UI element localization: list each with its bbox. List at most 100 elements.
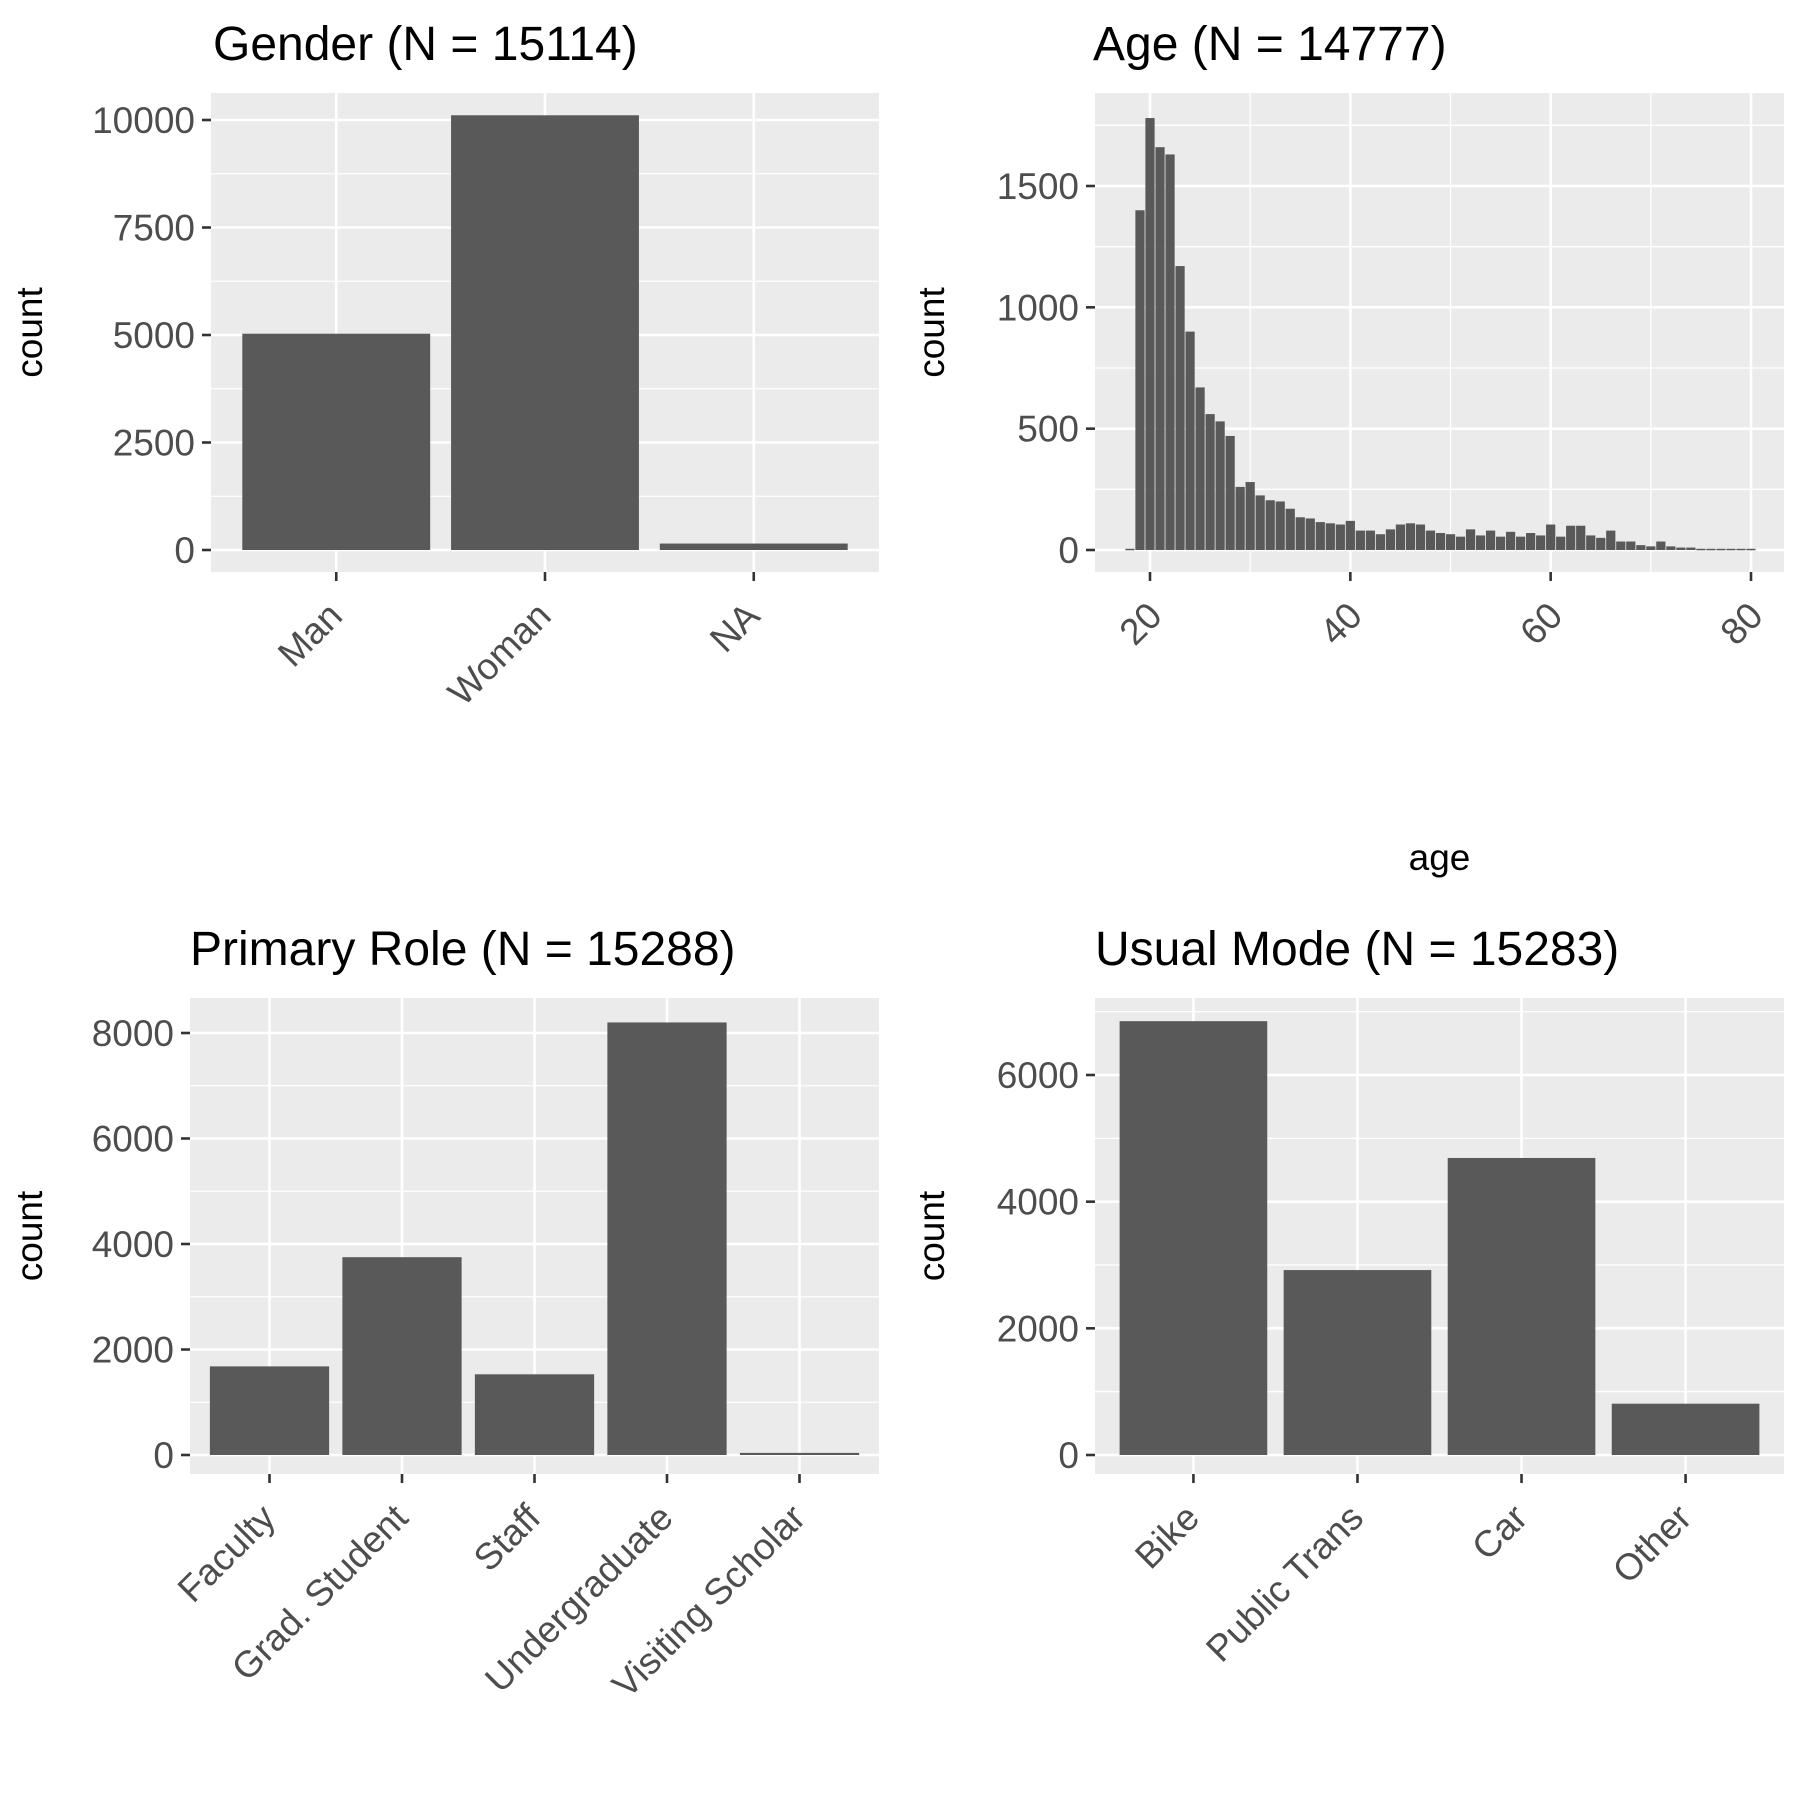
panel-gender: 0 2500 5000 7500 10000 Man Woman NA Gender (N = … [9,18,879,713]
bar-age-67 [1616,541,1626,550]
bar-age-77 [1716,548,1726,551]
y-tick-label: 0 [174,530,195,571]
bar-age-57 [1516,536,1526,550]
y-tick-label: 8000 [92,1013,174,1054]
bar-age-73 [1676,547,1686,550]
panel-age: 0 500 1000 1500 20 40 60 80 Age (N = 14777) count… [911,18,1784,878]
bar-woman [451,115,639,551]
bar-age-50 [1445,534,1456,550]
bar-age-23 [1175,266,1185,550]
bar-age-41 [1355,530,1365,550]
bar-faculty [209,1366,330,1455]
bar-age-65 [1596,537,1606,550]
bar-age-21 [1155,147,1165,550]
y-axis-label: count [9,1190,50,1281]
bar-age-80 [1746,548,1756,551]
bar-age-31 [1255,495,1265,550]
bar-age-78 [1726,548,1736,551]
bar-age-19 [1135,210,1145,550]
bar-age-44 [1385,529,1396,550]
bar-age-53 [1475,535,1486,550]
bar-age-35 [1295,517,1305,550]
bar-age-45 [1395,524,1406,550]
bar-age-47 [1415,524,1426,550]
x-tick-label: Man [270,595,350,675]
bar-age-36 [1305,518,1315,550]
bar-man [242,333,431,550]
bar-age-72 [1666,546,1676,550]
y-tick-label: 6000 [92,1119,174,1160]
bar-age-25 [1195,387,1205,550]
x-tick-label: 20 [1112,595,1170,653]
x-tick-label: Staff [466,1496,549,1579]
bar-age-66 [1606,530,1616,550]
bar-age-54 [1485,530,1496,550]
y-axis-label: count [911,1190,952,1281]
bar-age-56 [1505,531,1516,550]
bar-public-trans [1283,1270,1432,1455]
bar-age-75 [1696,548,1706,551]
y-tick-label: 6000 [997,1055,1079,1096]
x-tick-label: 40 [1312,595,1370,653]
chart-title: Usual Mode (N = 15283) [1095,923,1619,976]
bar-age-59 [1536,535,1546,550]
bar-age-62 [1566,525,1576,550]
x-tick-label: Faculty [170,1496,284,1610]
chart-title: Age (N = 14777) [1093,18,1447,71]
bar-age-29 [1235,486,1245,550]
bar-age-64 [1586,535,1596,550]
bar-age-22 [1165,154,1175,550]
y-tick-label: 1000 [997,287,1079,328]
bar-age-18 [1125,548,1135,551]
x-tick-label: Car [1464,1497,1535,1568]
bar-age-24 [1185,331,1195,550]
bar-age-79 [1736,548,1746,551]
x-tick-label: NA [702,594,768,660]
bar-age-76 [1706,548,1716,551]
bar-age-37 [1315,522,1325,550]
bar-age-28 [1225,435,1235,550]
bar-age-30 [1245,482,1255,550]
y-axis-label: count [911,287,952,378]
y-tick-label: 0 [153,1435,174,1476]
y-tick-label: 500 [1017,409,1079,450]
y-tick-label: 2000 [997,1308,1079,1349]
bar-age-49 [1435,533,1446,550]
bar-car [1447,1157,1596,1455]
bar-age-74 [1686,547,1696,550]
bar-age-58 [1526,533,1536,550]
x-tick-label: Woman [440,595,559,714]
bar-staff [474,1374,595,1455]
bar-age-52 [1465,529,1476,550]
y-tick-label: 1500 [997,166,1079,207]
chart-title: Gender (N = 15114) [213,18,638,71]
bar-grad-student [342,1257,462,1455]
bar-age-33 [1275,501,1285,550]
bar-na [659,543,848,550]
bar-age-69 [1636,545,1646,550]
bar-age-38 [1325,523,1335,550]
bar-age-60 [1546,524,1556,550]
y-axis-label: count [9,287,50,378]
bar-age-40 [1345,520,1355,550]
y-tick-label: 10000 [92,100,195,141]
bar-visiting-scholar [739,1452,860,1455]
y-tick-label: 5000 [113,315,195,356]
bar-bike [1119,1021,1268,1455]
bar-age-43 [1375,534,1385,550]
x-tick-label: Public Trans [1198,1497,1371,1670]
bar-age-39 [1335,524,1345,550]
y-tick-label: 0 [1058,530,1079,571]
bar-age-42 [1365,530,1375,550]
bar-age-26 [1205,414,1215,550]
bar-age-61 [1556,536,1566,550]
x-tick-label: 80 [1713,595,1771,653]
bar-age-20 [1145,118,1155,550]
bar-age-70 [1646,546,1656,550]
bar-age-55 [1495,536,1506,550]
bar-age-32 [1265,500,1275,550]
y-tick-label: 2000 [92,1330,174,1371]
